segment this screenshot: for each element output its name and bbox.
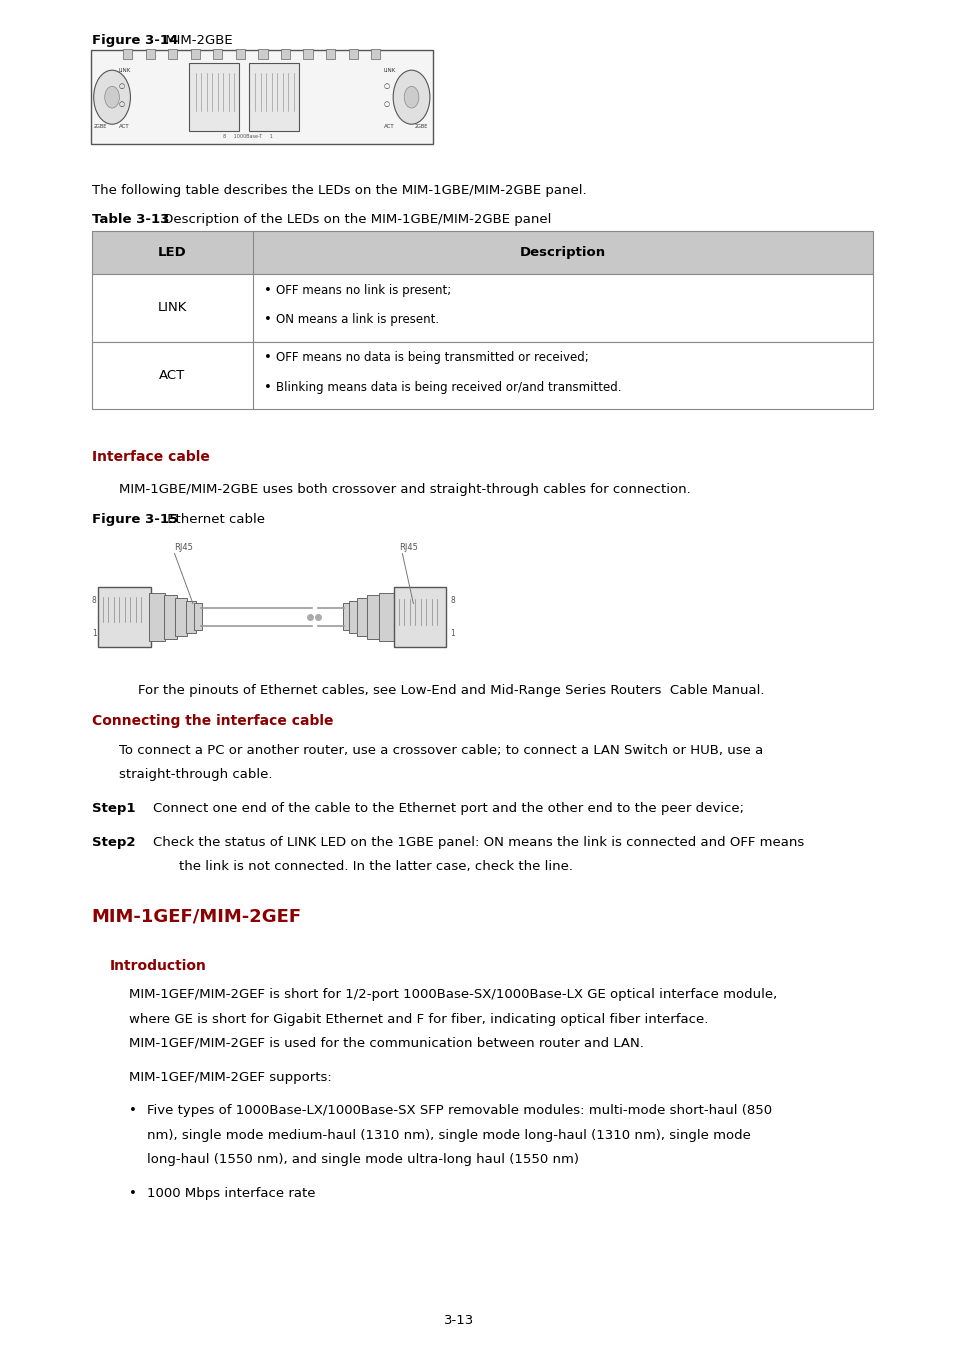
Text: 8: 8 [91,597,96,605]
FancyBboxPatch shape [348,49,357,59]
Text: 2GBE: 2GBE [93,124,107,130]
FancyBboxPatch shape [186,601,195,633]
Text: long-haul (1550 nm), and single mode ultra-long haul (1550 nm): long-haul (1550 nm), and single mode ult… [147,1153,578,1166]
FancyBboxPatch shape [193,603,202,630]
Text: MIM-2GBE: MIM-2GBE [161,34,233,47]
Text: LINK: LINK [118,68,131,73]
Text: Check the status of LINK LED on the 1GBE panel: ON means the link is connected a: Check the status of LINK LED on the 1GBE… [153,836,803,849]
Text: MIM-1GEF/MIM-2GEF is short for 1/2-port 1000Base-SX/1000Base-LX GE optical inter: MIM-1GEF/MIM-2GEF is short for 1/2-port … [129,988,776,1002]
Text: Description of the LEDs on the MIM-1GBE/MIM-2GBE panel: Description of the LEDs on the MIM-1GBE/… [159,213,551,227]
Text: straight-through cable.: straight-through cable. [119,768,273,782]
Text: 1: 1 [450,629,455,637]
Circle shape [393,70,430,124]
Text: Table 3-13: Table 3-13 [91,213,169,227]
Text: 8: 8 [450,597,455,605]
Text: nm), single mode medium-haul (1310 nm), single mode long-haul (1310 nm), single : nm), single mode medium-haul (1310 nm), … [147,1129,750,1142]
FancyBboxPatch shape [91,50,433,144]
FancyBboxPatch shape [349,601,359,633]
Text: LINK: LINK [157,301,187,315]
Text: To connect a PC or another router, use a crossover cable; to connect a LAN Switc: To connect a PC or another router, use a… [119,744,762,757]
FancyBboxPatch shape [98,587,151,647]
Text: Description: Description [519,246,605,259]
Text: Step2: Step2 [91,836,135,849]
Text: ACT: ACT [384,124,395,130]
Text: MIM-1GEF/MIM-2GEF: MIM-1GEF/MIM-2GEF [91,907,302,925]
Text: •: • [263,284,272,297]
FancyBboxPatch shape [213,49,222,59]
FancyBboxPatch shape [342,603,351,630]
FancyBboxPatch shape [357,598,369,636]
Text: Figure 3-15: Figure 3-15 [91,513,178,526]
Text: 8     1000Base-T     1: 8 1000Base-T 1 [223,134,273,139]
FancyBboxPatch shape [394,587,446,647]
FancyBboxPatch shape [249,63,298,131]
Text: •: • [263,381,272,394]
FancyBboxPatch shape [367,595,381,639]
FancyBboxPatch shape [258,49,267,59]
Text: ACT: ACT [159,369,185,382]
FancyBboxPatch shape [123,49,132,59]
FancyBboxPatch shape [146,49,154,59]
Text: the link is not connected. In the latter case, check the line.: the link is not connected. In the latter… [179,860,573,873]
FancyBboxPatch shape [91,231,872,274]
Text: •: • [129,1104,136,1118]
Text: Blinking means data is being received or/and transmitted.: Blinking means data is being received or… [275,381,620,394]
Text: MIM-1GBE/MIM-2GBE uses both crossover and straight-through cables for connection: MIM-1GBE/MIM-2GBE uses both crossover an… [119,483,690,497]
FancyBboxPatch shape [235,49,245,59]
FancyBboxPatch shape [168,49,177,59]
Text: 1000 Mbps interface rate: 1000 Mbps interface rate [147,1187,315,1200]
Text: ○: ○ [118,84,125,89]
Text: Ethernet cable: Ethernet cable [162,513,264,526]
Text: MIM-1GEF/MIM-2GEF is used for the communication between router and LAN.: MIM-1GEF/MIM-2GEF is used for the commun… [129,1037,643,1050]
Text: •: • [129,1187,136,1200]
FancyBboxPatch shape [149,593,165,641]
Text: ON means a link is present.: ON means a link is present. [275,313,438,327]
Text: 3-13: 3-13 [444,1314,474,1327]
Text: RJ45: RJ45 [399,543,418,552]
Text: Figure 3-14: Figure 3-14 [91,34,178,47]
Circle shape [93,70,131,124]
FancyBboxPatch shape [280,49,290,59]
Text: •: • [263,351,272,364]
Text: Step1: Step1 [91,802,135,815]
Text: OFF means no data is being transmitted or received;: OFF means no data is being transmitted o… [275,351,588,364]
FancyBboxPatch shape [175,598,187,636]
FancyBboxPatch shape [191,49,200,59]
Text: MIM-1GEF/MIM-2GEF supports:: MIM-1GEF/MIM-2GEF supports: [129,1071,331,1084]
FancyBboxPatch shape [91,342,872,409]
Text: ○: ○ [384,101,390,107]
Text: Connect one end of the cable to the Ethernet port and the other end to the peer : Connect one end of the cable to the Ethe… [153,802,743,815]
Text: where GE is short for Gigabit Ethernet and F for fiber, indicating optical fiber: where GE is short for Gigabit Ethernet a… [129,1012,707,1026]
Text: Connecting the interface cable: Connecting the interface cable [91,714,333,728]
FancyBboxPatch shape [189,63,238,131]
Text: For the pinouts of Ethernet cables, see Low-End and Mid-Range Series Routers  Ca: For the pinouts of Ethernet cables, see … [137,684,763,698]
FancyBboxPatch shape [326,49,335,59]
Text: LED: LED [157,246,187,259]
FancyBboxPatch shape [379,593,395,641]
Text: LINK: LINK [384,68,395,73]
Text: ○: ○ [384,84,390,89]
Text: The following table describes the LEDs on the MIM-1GBE/MIM-2GBE panel.: The following table describes the LEDs o… [91,184,586,197]
Text: Five types of 1000Base-LX/1000Base-SX SFP removable modules: multi-mode short-ha: Five types of 1000Base-LX/1000Base-SX SF… [147,1104,771,1118]
Text: 1: 1 [91,629,96,637]
FancyBboxPatch shape [303,49,313,59]
Text: ○: ○ [118,101,125,107]
Circle shape [105,86,119,108]
FancyBboxPatch shape [91,274,872,342]
Text: ACT: ACT [118,124,129,130]
Text: 2GBE: 2GBE [414,124,427,130]
Circle shape [404,86,418,108]
Text: •: • [263,313,272,327]
Text: OFF means no link is present;: OFF means no link is present; [275,284,451,297]
FancyBboxPatch shape [163,595,177,639]
Text: RJ45: RJ45 [174,543,193,552]
Text: Interface cable: Interface cable [91,450,210,463]
Text: Introduction: Introduction [111,958,207,972]
FancyBboxPatch shape [371,49,380,59]
